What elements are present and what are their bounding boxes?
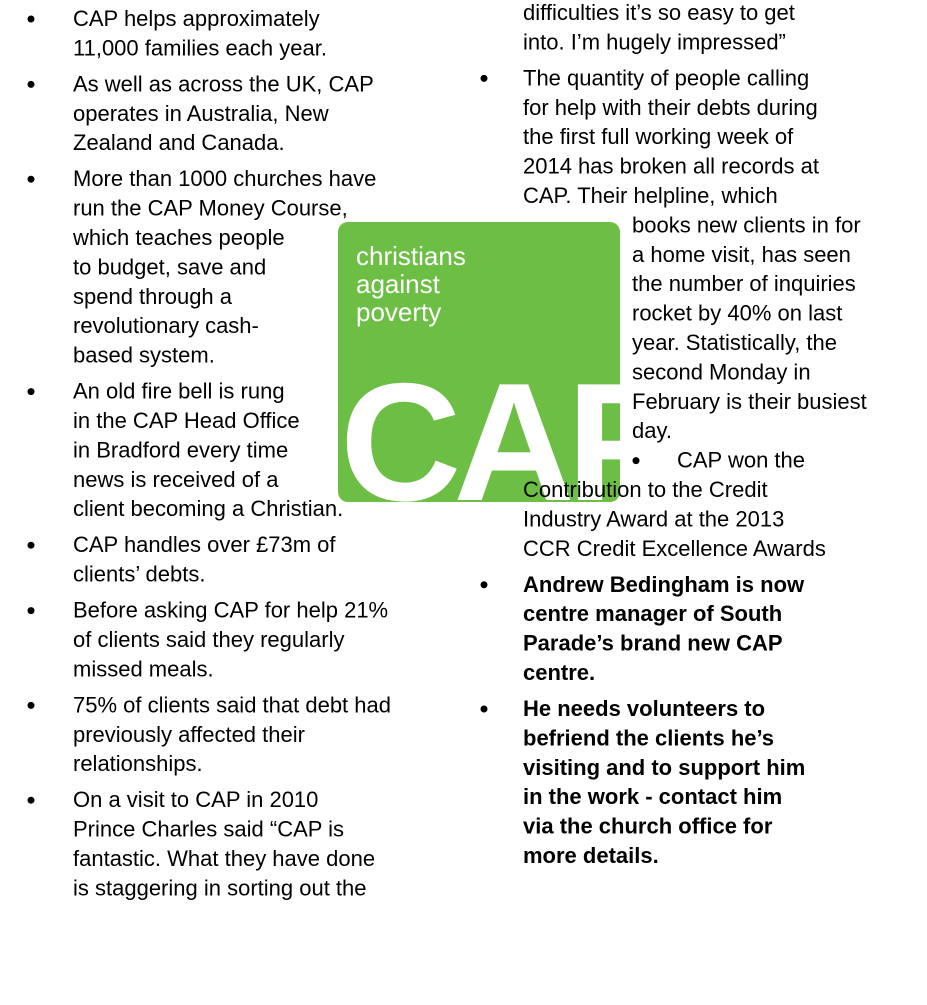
text-line: revolutionary cash- [73, 313, 259, 338]
text-line: February is their busiest [632, 389, 867, 414]
text-line: of clients said they regularly [73, 627, 344, 652]
bullet [27, 80, 35, 88]
bullet [27, 388, 35, 396]
text-line: previously affected their [73, 722, 305, 747]
text-line: On a visit to CAP in 2010 [73, 787, 318, 812]
bold-line: Parade’s brand new CAP [523, 631, 783, 656]
text-line: fantastic. What they have done [73, 846, 375, 871]
text-line: spend through a [73, 284, 233, 309]
text-line: for help with their debts during [523, 95, 818, 120]
text-line: rocket by 40% on last [632, 301, 842, 326]
text-line: Prince Charles said “CAP is [73, 817, 344, 842]
text-line: run the CAP Money Course, [73, 196, 348, 221]
text-line: based system. [73, 343, 215, 368]
text-line: into. I’m hugely impressed” [523, 29, 786, 54]
text-line: second Monday in [632, 359, 811, 384]
bold-line: visiting and to support him [523, 755, 805, 780]
logo-tagline: poverty [356, 297, 441, 327]
bold-line: in the work - contact him [523, 784, 782, 809]
bold-line: befriend the clients he’s [523, 725, 774, 750]
text-line: is staggering in sorting out the [73, 875, 367, 900]
text-line: More than 1000 churches have [73, 166, 376, 191]
text-line: CAP helps approximately [73, 6, 320, 31]
bullet [480, 705, 488, 713]
logo-tagline: against [356, 269, 441, 299]
text-line: relationships. [73, 751, 203, 776]
text-line: difficulties it’s so easy to get [523, 0, 795, 25]
bullet [27, 796, 35, 804]
text-line: CAP. Their helpline, which [523, 183, 778, 208]
text-line: 11,000 families each year. [73, 35, 327, 60]
text-line: 2014 has broken all records at [523, 154, 819, 179]
text-line: As well as across the UK, CAP [73, 71, 374, 96]
bullet [480, 581, 488, 589]
text-line: CAP won the [677, 448, 805, 473]
text-line: in the CAP Head Office [73, 408, 300, 433]
text-line: The quantity of people calling [523, 65, 809, 90]
text-line: 75% of clients said that debt had [73, 692, 391, 717]
text-line: a home visit, has seen [632, 242, 851, 267]
logo-tagline: christians [356, 241, 466, 271]
text-line: Before asking CAP for help 21% [73, 598, 388, 623]
text-line: year. Statistically, the [632, 330, 837, 355]
bold-line: via the church office for [523, 814, 773, 839]
bullet [27, 607, 35, 615]
text-line: missed meals. [73, 656, 214, 681]
text-line: Contribution to the Credit [523, 477, 768, 502]
bold-line: centre manager of South [523, 601, 782, 626]
bullet [27, 15, 35, 23]
text-line: CCR Credit Excellence Awards [523, 536, 826, 561]
logo-background [338, 222, 620, 502]
logo-mark: CAP [340, 348, 674, 536]
bullet [480, 74, 488, 82]
bullet [27, 701, 35, 709]
text-line: client becoming a Christian. [73, 496, 343, 521]
text-line: in Bradford every time [73, 437, 288, 462]
text-line: CAP handles over £73m of [73, 532, 336, 557]
bold-line: more details. [523, 843, 659, 868]
text-line: clients’ debts. [73, 562, 205, 587]
text-line: Industry Award at the 2013 [523, 506, 784, 531]
bold-line: Andrew Bedingham is now [523, 572, 805, 597]
text-line: the number of inquiries [632, 271, 856, 296]
text-line: to budget, save and [73, 254, 266, 279]
text-line: Zealand and Canada. [73, 130, 285, 155]
text-line: An old fire bell is rung [73, 379, 285, 404]
bullet [27, 541, 35, 549]
text-line: which teaches people [72, 225, 285, 250]
text-line: day. [632, 418, 672, 443]
text-line: news is received of a [73, 467, 279, 492]
bold-line: centre. [523, 660, 595, 685]
bullet [632, 457, 640, 465]
bullet [27, 175, 35, 183]
text-line: operates in Australia, New [73, 101, 329, 126]
text-line: books new clients in for [632, 212, 861, 237]
text-line: the first full working week of [523, 124, 794, 149]
bold-line: He needs volunteers to [523, 696, 765, 721]
